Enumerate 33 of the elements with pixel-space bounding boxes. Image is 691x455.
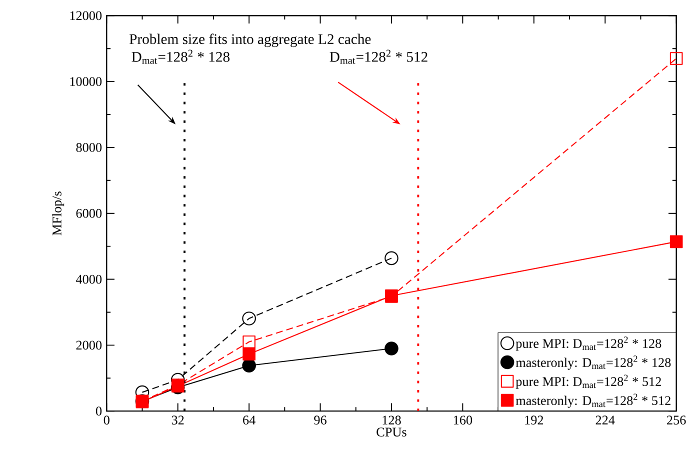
x-tick-label: 192 [525,416,544,424]
y-tick-label: 10000 [70,77,102,86]
point [242,358,256,372]
y-tick-label: 8000 [76,142,102,152]
x-tick-label: 224 [596,416,615,424]
point [242,312,256,326]
point [242,348,256,360]
y-tick-label: 2000 [76,340,102,350]
annotation: Problem size fits into aggregate L2 cache [130,34,371,48]
x-tick-label: 160 [454,416,472,424]
point [384,251,398,266]
x-tick-label: 64 [243,416,256,424]
point [384,342,398,356]
legend-label: pure MPI: D$_{mat}$=128$^{2}$ * 512 [516,374,661,389]
annotation: D$_{mat}$=128$^{2}$ * 128 [132,50,230,64]
legend-label: pure MPI: D$_{mat}$=128$^{2}$ * 128 [516,336,662,351]
legend-label: masteronly: D$_{mat}$=128$^{2}$ * 128 [516,356,671,370]
x-tick-label: 96 [314,416,326,424]
y-tick-label: 4000 [76,274,102,284]
x-axis-title: CPUs [376,428,406,436]
y-tick-label: 6000 [76,208,102,218]
x-tick-label: 128 [382,416,401,424]
legend-label: masteronly: D$_{mat}$=128$^{2}$ * 512 [516,394,670,408]
y-axis-title: MFlop/s [52,191,64,236]
point [670,235,683,248]
x-tick-label: 32 [172,416,184,424]
point [670,52,683,65]
annotation: D$_{mat}$=128$^{2}$ * 512 [330,50,428,64]
y-tick-label: 12000 [70,11,102,20]
x-tick-label: 0 [104,416,110,424]
point [242,335,256,348]
y-tick-label: 0 [96,406,102,416]
x-tick-label: 256 [667,416,686,424]
